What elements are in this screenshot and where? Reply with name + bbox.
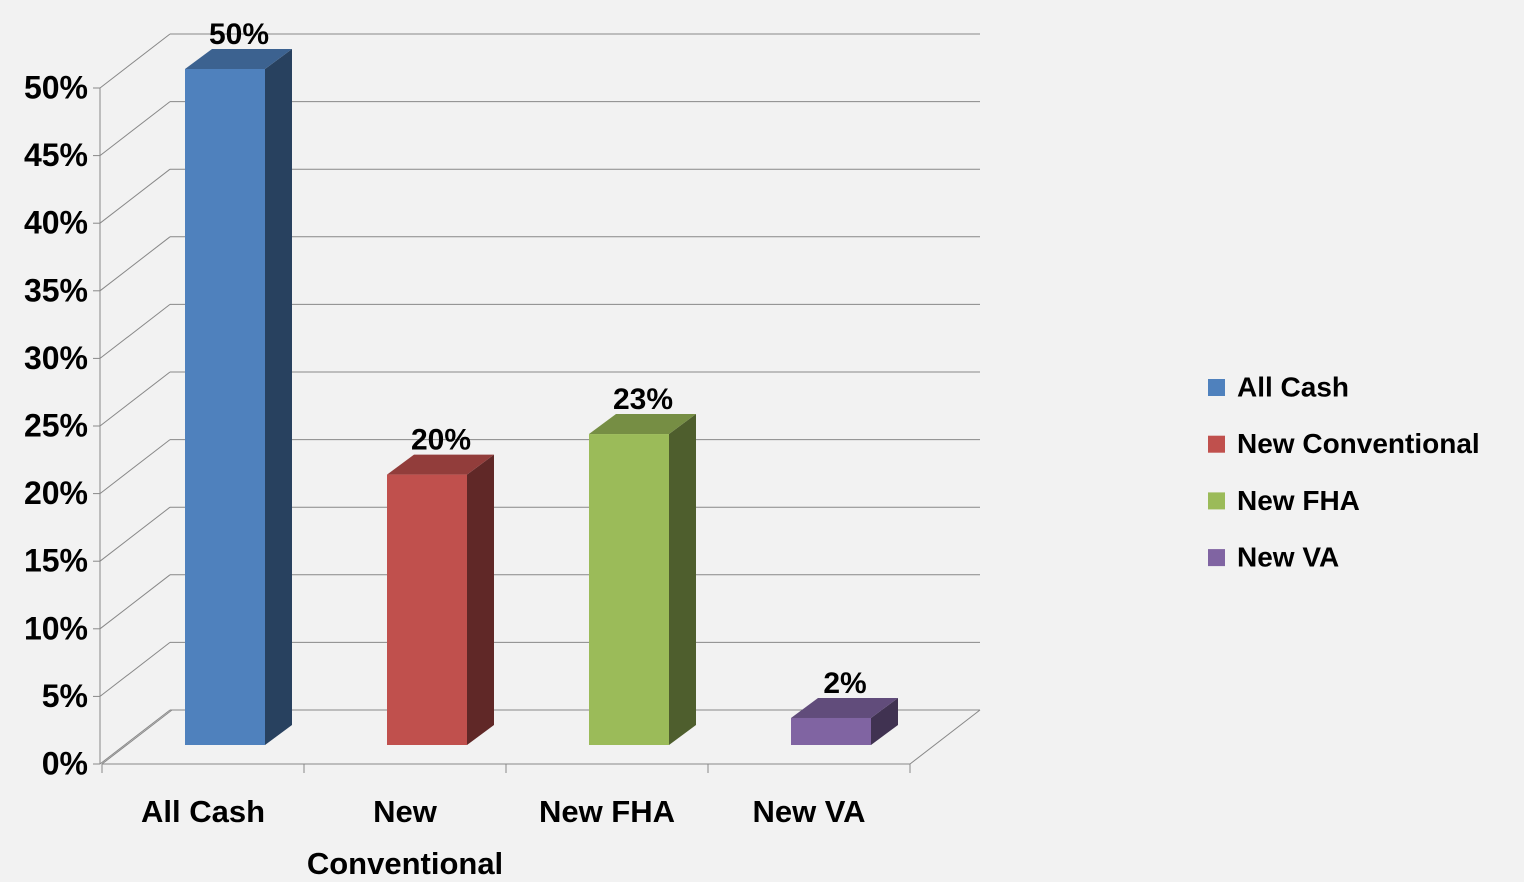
- data-label: 2%: [823, 667, 866, 700]
- y-tick-label: 40%: [24, 205, 88, 241]
- y-tick-label: 50%: [24, 69, 88, 105]
- grid-line: [99, 304, 171, 359]
- y-tick-label: 10%: [24, 610, 88, 646]
- data-label: 20%: [411, 424, 471, 457]
- bar-top: [387, 454, 494, 475]
- bar: [185, 69, 265, 745]
- y-tick-label: 30%: [24, 340, 88, 376]
- x-tick-label: New Conventional: [306, 794, 504, 881]
- grid-line: [99, 33, 171, 89]
- x-tick-label: All Cash: [140, 794, 266, 829]
- bar-top: [589, 414, 696, 435]
- y-tick-label: 15%: [24, 543, 88, 579]
- bar-side: [669, 414, 696, 745]
- legend-swatch: [1208, 492, 1225, 510]
- data-label: 23%: [613, 383, 673, 416]
- grid-line: [99, 101, 171, 156]
- y-tick-label: 35%: [24, 272, 88, 308]
- legend-label: All Cash: [1237, 371, 1349, 402]
- grid-line: [99, 574, 171, 630]
- grid-line: [99, 709, 171, 765]
- grid-line: [99, 236, 171, 292]
- bar: [387, 474, 467, 745]
- bar: [791, 717, 871, 745]
- floor-edge: [101, 709, 173, 765]
- legend-label: New Conventional: [1237, 428, 1480, 459]
- legend-swatch: [1208, 379, 1225, 396]
- y-tick-label: 45%: [24, 137, 88, 173]
- y-tick-label: 5%: [42, 678, 88, 714]
- legend-swatch: [1208, 549, 1225, 567]
- legend-swatch: [1208, 435, 1225, 453]
- bar-top: [185, 49, 292, 69]
- grid-line: [99, 371, 171, 427]
- grid-line: [99, 642, 171, 697]
- floor-edge: [909, 709, 981, 765]
- x-tick-label: New VA: [752, 794, 866, 829]
- y-tick-label: 0%: [42, 745, 88, 781]
- bar-side: [467, 454, 494, 745]
- bar-top: [791, 697, 898, 718]
- grid-line: [99, 439, 171, 494]
- x-tick-label: New FHA: [538, 794, 676, 829]
- legend-label: New VA: [1237, 541, 1339, 572]
- grid-line: [99, 168, 171, 224]
- bar: [589, 434, 669, 745]
- data-label: 50%: [209, 18, 269, 51]
- y-tick-label: 25%: [24, 407, 88, 443]
- legend-label: New FHA: [1237, 485, 1360, 516]
- grid-line: [99, 506, 171, 562]
- bar-side: [871, 697, 898, 745]
- bar-side: [265, 49, 292, 745]
- y-tick-label: 20%: [24, 475, 88, 511]
